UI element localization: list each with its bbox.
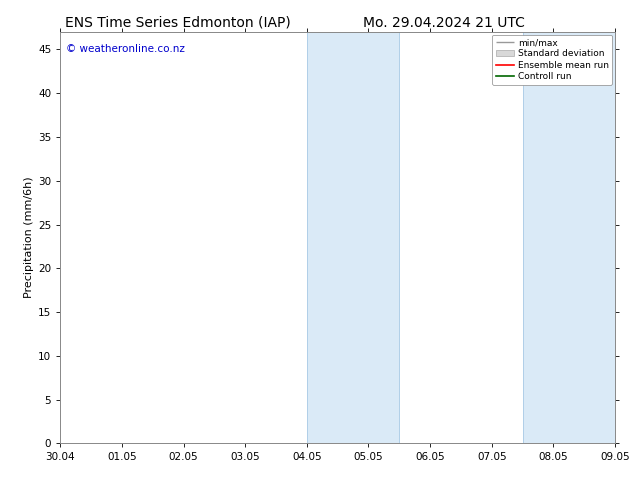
Text: Mo. 29.04.2024 21 UTC: Mo. 29.04.2024 21 UTC <box>363 16 525 30</box>
Legend: min/max, Standard deviation, Ensemble mean run, Controll run: min/max, Standard deviation, Ensemble me… <box>493 35 612 85</box>
Bar <box>307 32 399 443</box>
Text: © weatheronline.co.nz: © weatheronline.co.nz <box>66 44 184 54</box>
Y-axis label: Precipitation (mm/6h): Precipitation (mm/6h) <box>24 177 34 298</box>
Text: ENS Time Series Edmonton (IAP): ENS Time Series Edmonton (IAP) <box>65 16 290 30</box>
Bar <box>522 32 615 443</box>
